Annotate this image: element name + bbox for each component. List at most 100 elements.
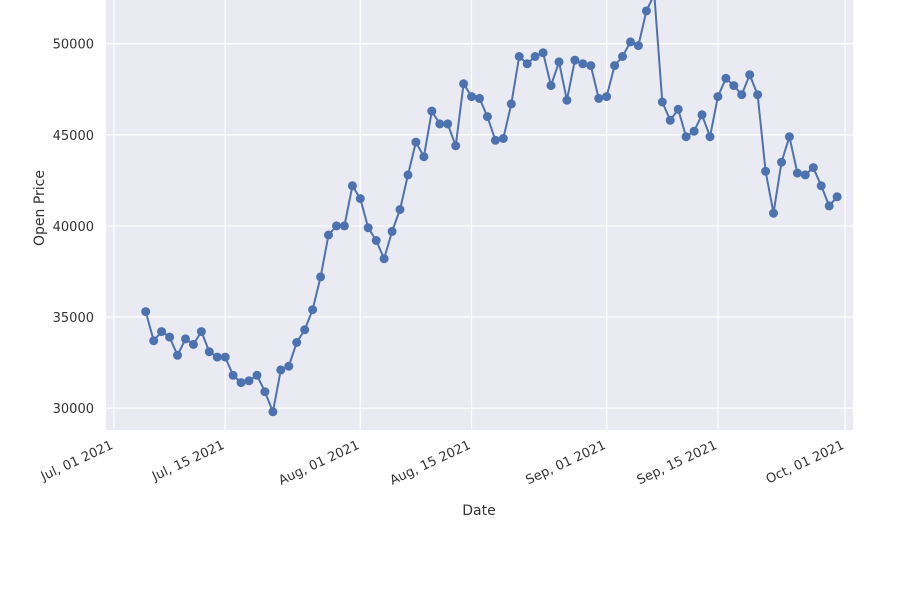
data-point: [777, 157, 786, 167]
data-point: [443, 119, 453, 129]
data-point: [387, 226, 397, 236]
data-point: [475, 93, 484, 103]
data-point: [316, 272, 326, 282]
data-point: [498, 134, 508, 143]
x-tick-label: Jul, 15 2021: [149, 438, 227, 485]
y-tick-label: 50000: [53, 38, 94, 53]
data-point: [324, 230, 333, 240]
data-point: [490, 135, 500, 145]
y-tick-label: 30000: [53, 402, 94, 417]
data-point: [546, 81, 556, 91]
data-point: [570, 55, 580, 65]
data-point: [419, 152, 429, 162]
data-point: [260, 387, 270, 397]
data-point: [196, 327, 206, 337]
data-point: [228, 370, 238, 380]
data-point: [618, 52, 627, 61]
y-tick-label: 35000: [53, 311, 94, 326]
series-layer: [141, 0, 842, 417]
data-point: [657, 97, 667, 107]
data-point: [268, 407, 278, 417]
data-point: [673, 104, 683, 114]
data-point: [689, 126, 699, 136]
data-point: [808, 163, 818, 173]
data-point: [626, 37, 635, 47]
y-tick-label: 40000: [53, 220, 94, 235]
x-axis: Jul, 01 2021 Jul, 15 2021 Aug, 01 2021 Aug,…: [38, 438, 847, 489]
data-point: [451, 141, 461, 151]
x-axis-title: Date: [462, 503, 495, 519]
data-point: [149, 336, 159, 346]
data-point: [252, 370, 262, 380]
data-point: [665, 115, 675, 125]
data-point: [594, 93, 604, 103]
data-point: [824, 201, 834, 211]
data-point: [705, 132, 715, 142]
data-point: [308, 305, 318, 315]
data-point: [204, 347, 214, 357]
data-point: [586, 61, 596, 71]
data-point: [165, 332, 175, 342]
series-line: [144, 0, 838, 413]
data-point: [355, 194, 365, 204]
data-point: [554, 57, 564, 67]
data-point: [347, 181, 357, 191]
data-point: [514, 52, 524, 61]
data-point: [482, 112, 492, 122]
data-point: [729, 81, 739, 91]
data-point: [244, 376, 254, 386]
y-axis: 30000 35000 40000 45000 50000: [53, 38, 94, 417]
data-point: [403, 170, 413, 180]
data-point: [641, 6, 651, 16]
data-point: [332, 221, 341, 231]
data-point: [633, 41, 643, 51]
data-point: [792, 168, 802, 178]
data-point: [435, 119, 445, 129]
plot-background: [106, 0, 853, 430]
data-point: [538, 48, 548, 58]
data-point: [800, 170, 810, 180]
data-point: [745, 70, 755, 80]
data-point: [379, 254, 389, 264]
x-tick-label: Sep, 15 2021: [635, 438, 720, 488]
data-point: [371, 236, 381, 245]
data-point: [753, 90, 763, 100]
data-point: [578, 59, 588, 69]
data-point: [530, 52, 540, 61]
x-tick-label: Aug, 01 2021: [276, 438, 362, 489]
data-point: [157, 327, 167, 337]
data-point: [236, 378, 246, 388]
data-point: [562, 95, 572, 105]
data-point: [212, 352, 222, 362]
data-point: [173, 350, 182, 360]
data-point: [363, 223, 373, 233]
data-point: [506, 99, 516, 109]
data-point: [697, 110, 707, 120]
x-tick-label: Sep, 01 2021: [524, 438, 609, 488]
data-point: [181, 334, 190, 344]
data-point: [411, 137, 421, 147]
data-point: [721, 73, 731, 83]
data-point: [602, 92, 612, 102]
data-point: [339, 221, 349, 231]
x-tick-label: Jul, 01 2021: [38, 438, 116, 485]
data-point: [761, 166, 771, 176]
data-point: [713, 92, 723, 102]
data-point: [300, 325, 310, 335]
data-point: [522, 59, 532, 69]
data-point: [292, 338, 302, 347]
x-tick-label: Oct, 01 2021: [764, 438, 847, 487]
data-point: [681, 132, 691, 142]
data-point: [276, 365, 286, 375]
data-point: [737, 90, 747, 100]
data-point: [427, 106, 437, 116]
data-point: [459, 79, 469, 89]
data-point: [610, 61, 620, 71]
data-point: [141, 307, 151, 317]
data-point: [395, 205, 405, 214]
data-point: [769, 208, 778, 218]
data-point: [467, 92, 477, 102]
x-tick-label: Aug, 15 2021: [388, 438, 474, 489]
y-tick-label: 45000: [53, 129, 94, 144]
